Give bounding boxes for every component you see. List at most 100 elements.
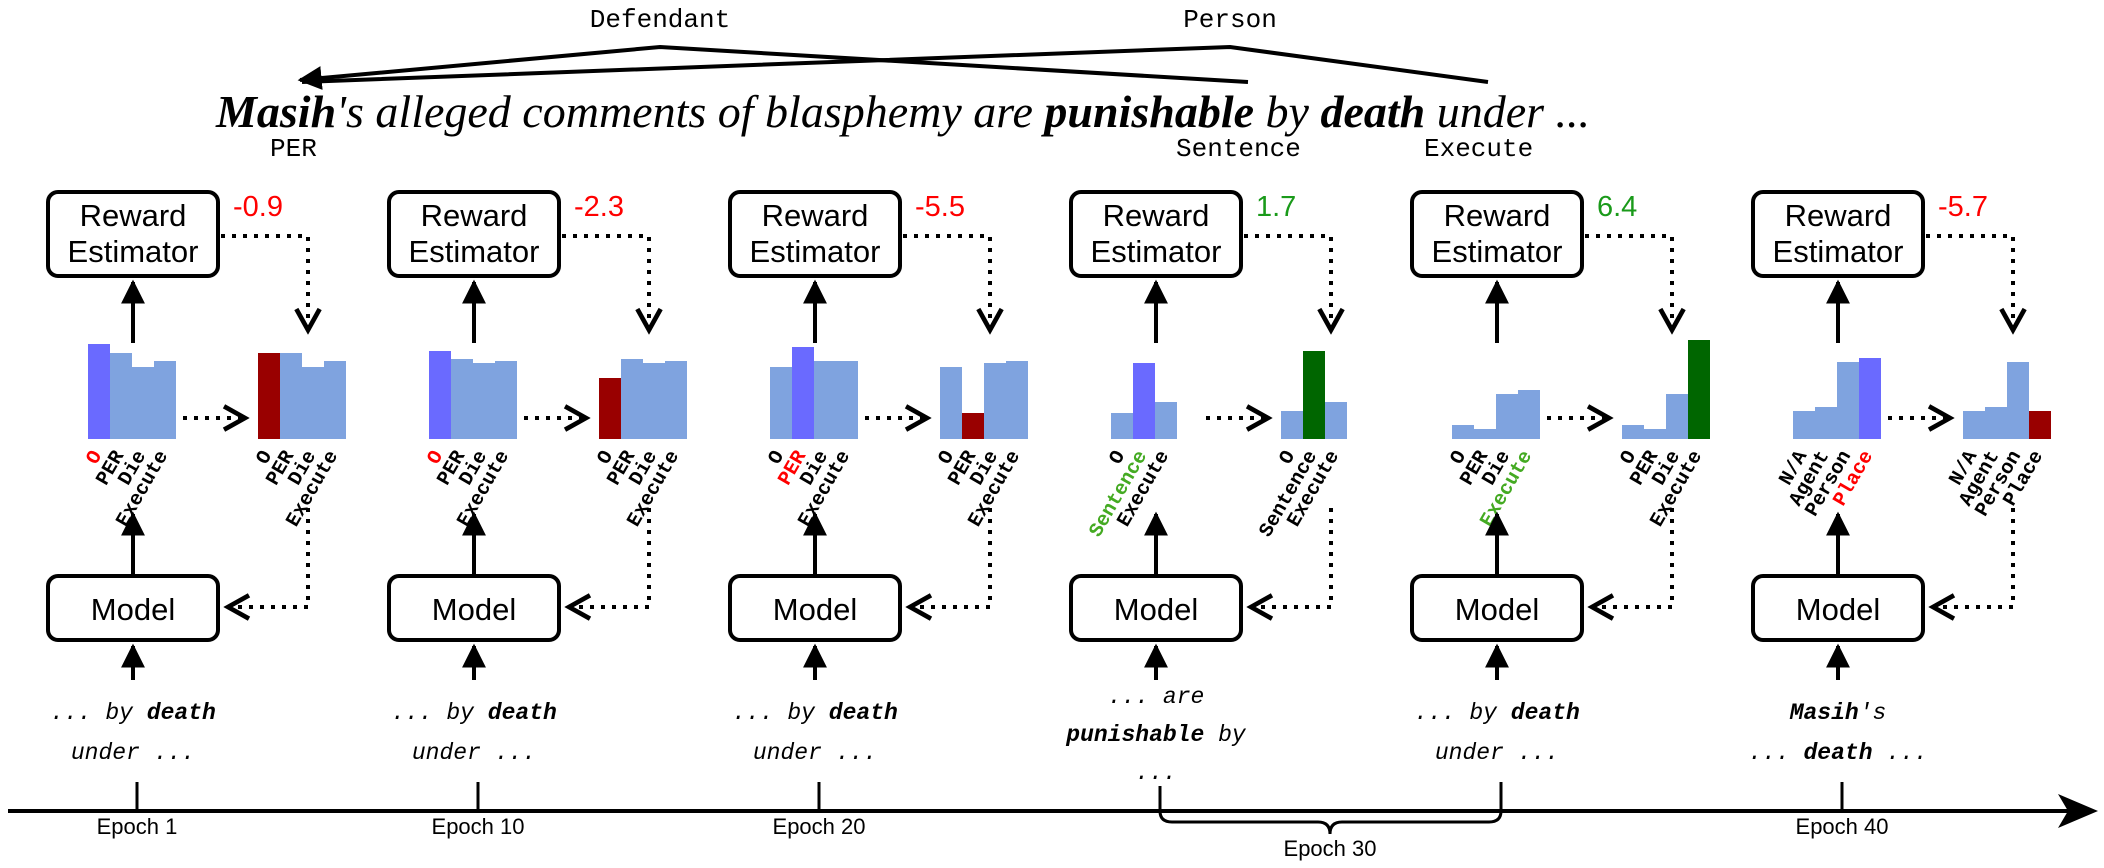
- input-text-line: under ...: [1435, 740, 1559, 766]
- arrow-reward-feedback: [1926, 234, 2013, 330]
- arrow-reward-feedback: [562, 234, 649, 330]
- bar: [154, 361, 176, 439]
- bar: [1688, 340, 1710, 439]
- input-text-segment: ... by: [1414, 700, 1511, 726]
- arrow-reward-feedback: [1585, 234, 1672, 330]
- input-text-segment: ... by: [50, 700, 147, 726]
- input-text-segment: ...: [1748, 740, 1803, 766]
- bar: [1452, 425, 1474, 439]
- sentence-text: Masih's alleged comments of blasphemy ar…: [215, 86, 1590, 137]
- bar: [1837, 362, 1859, 439]
- model-box: [728, 574, 902, 642]
- input-text-line: punishable by: [1065, 722, 1247, 748]
- model-box: [1410, 574, 1584, 642]
- bar: [962, 413, 984, 439]
- bar: [1006, 361, 1028, 439]
- arrow-reward-feedback: [221, 234, 308, 330]
- bar: [1518, 390, 1540, 439]
- model-label: Model: [773, 592, 857, 627]
- bar: [132, 367, 154, 439]
- bar: [280, 353, 302, 439]
- model-box: [1751, 574, 1925, 642]
- reward-estimator-label: Reward: [421, 198, 528, 233]
- reward-estimator-label: Estimator: [68, 234, 199, 269]
- input-text-line: ... death ...: [1748, 740, 1927, 766]
- epoch-label-1: Epoch 1: [97, 814, 178, 839]
- input-text-line: Masih's: [1789, 700, 1887, 726]
- bar: [495, 361, 517, 439]
- bar: [940, 367, 962, 439]
- reward-estimator-label: Estimator: [1432, 234, 1563, 269]
- bar: [302, 367, 324, 439]
- input-text-segment: under ...: [412, 740, 536, 766]
- bar: [1133, 363, 1155, 439]
- bar: [324, 361, 346, 439]
- reward-value: -0.9: [233, 191, 283, 223]
- tag-execute: Execute: [1424, 134, 1533, 164]
- arc-label-defendant: Defendant: [590, 5, 730, 35]
- bar: [1859, 358, 1881, 439]
- bar: [1622, 425, 1644, 439]
- reward-estimator-label: Reward: [1103, 198, 1210, 233]
- tag-sentence: Sentence: [1176, 134, 1301, 164]
- input-text-line: under ...: [412, 740, 536, 766]
- reward-value: -5.7: [1938, 191, 1988, 223]
- bar: [814, 361, 836, 439]
- reward-value: -5.5: [915, 191, 965, 223]
- bar: [643, 363, 665, 439]
- tag-per: PER: [270, 134, 317, 164]
- bar: [1325, 402, 1347, 439]
- arc-person: [301, 44, 1489, 84]
- input-text-line: under ...: [71, 740, 195, 766]
- sentence-part: by: [1254, 86, 1320, 137]
- bar: [110, 353, 132, 439]
- bar: [1303, 351, 1325, 439]
- bar: [836, 361, 858, 439]
- bar: [1963, 411, 1985, 439]
- model-box: [387, 574, 561, 642]
- timeline-arrow-head: [2058, 794, 2098, 828]
- arrow-update-model: [1592, 508, 1674, 607]
- reward-estimator-label: Reward: [762, 198, 869, 233]
- input-text-segment: under ...: [1435, 740, 1559, 766]
- epoch-label-20: Epoch 20: [773, 814, 866, 839]
- model-label: Model: [432, 592, 516, 627]
- arrow-update-model: [228, 508, 310, 607]
- input-text-line: under ...: [753, 740, 877, 766]
- bar: [665, 361, 687, 439]
- epoch-30-brace: [1158, 810, 1503, 835]
- bar: [1111, 413, 1133, 439]
- model-box: [46, 574, 220, 642]
- reward-estimator-box: [46, 190, 220, 278]
- sentence-header: Defendant Person Masih's alleged comment…: [215, 5, 1590, 164]
- arrow-reward-feedback: [903, 234, 990, 330]
- model-label: Model: [91, 592, 175, 627]
- bar: [1666, 394, 1688, 439]
- input-text-segment: death: [829, 700, 898, 726]
- reward-estimator-box: [1069, 190, 1243, 278]
- input-text-segment: under ...: [753, 740, 877, 766]
- reward-value: 1.7: [1256, 191, 1296, 223]
- bar: [1793, 411, 1815, 439]
- bar: [1815, 407, 1837, 439]
- input-text-segment: death: [1803, 740, 1872, 766]
- reward-estimator-label: Estimator: [750, 234, 881, 269]
- bar: [1281, 411, 1303, 439]
- input-text-line: ... by death: [732, 700, 898, 726]
- bar: [429, 351, 451, 439]
- input-text-line: ...: [1135, 760, 1176, 786]
- bar: [1155, 402, 1177, 439]
- input-text-line: ... by death: [50, 700, 216, 726]
- arrow-reward-feedback: [1244, 234, 1331, 330]
